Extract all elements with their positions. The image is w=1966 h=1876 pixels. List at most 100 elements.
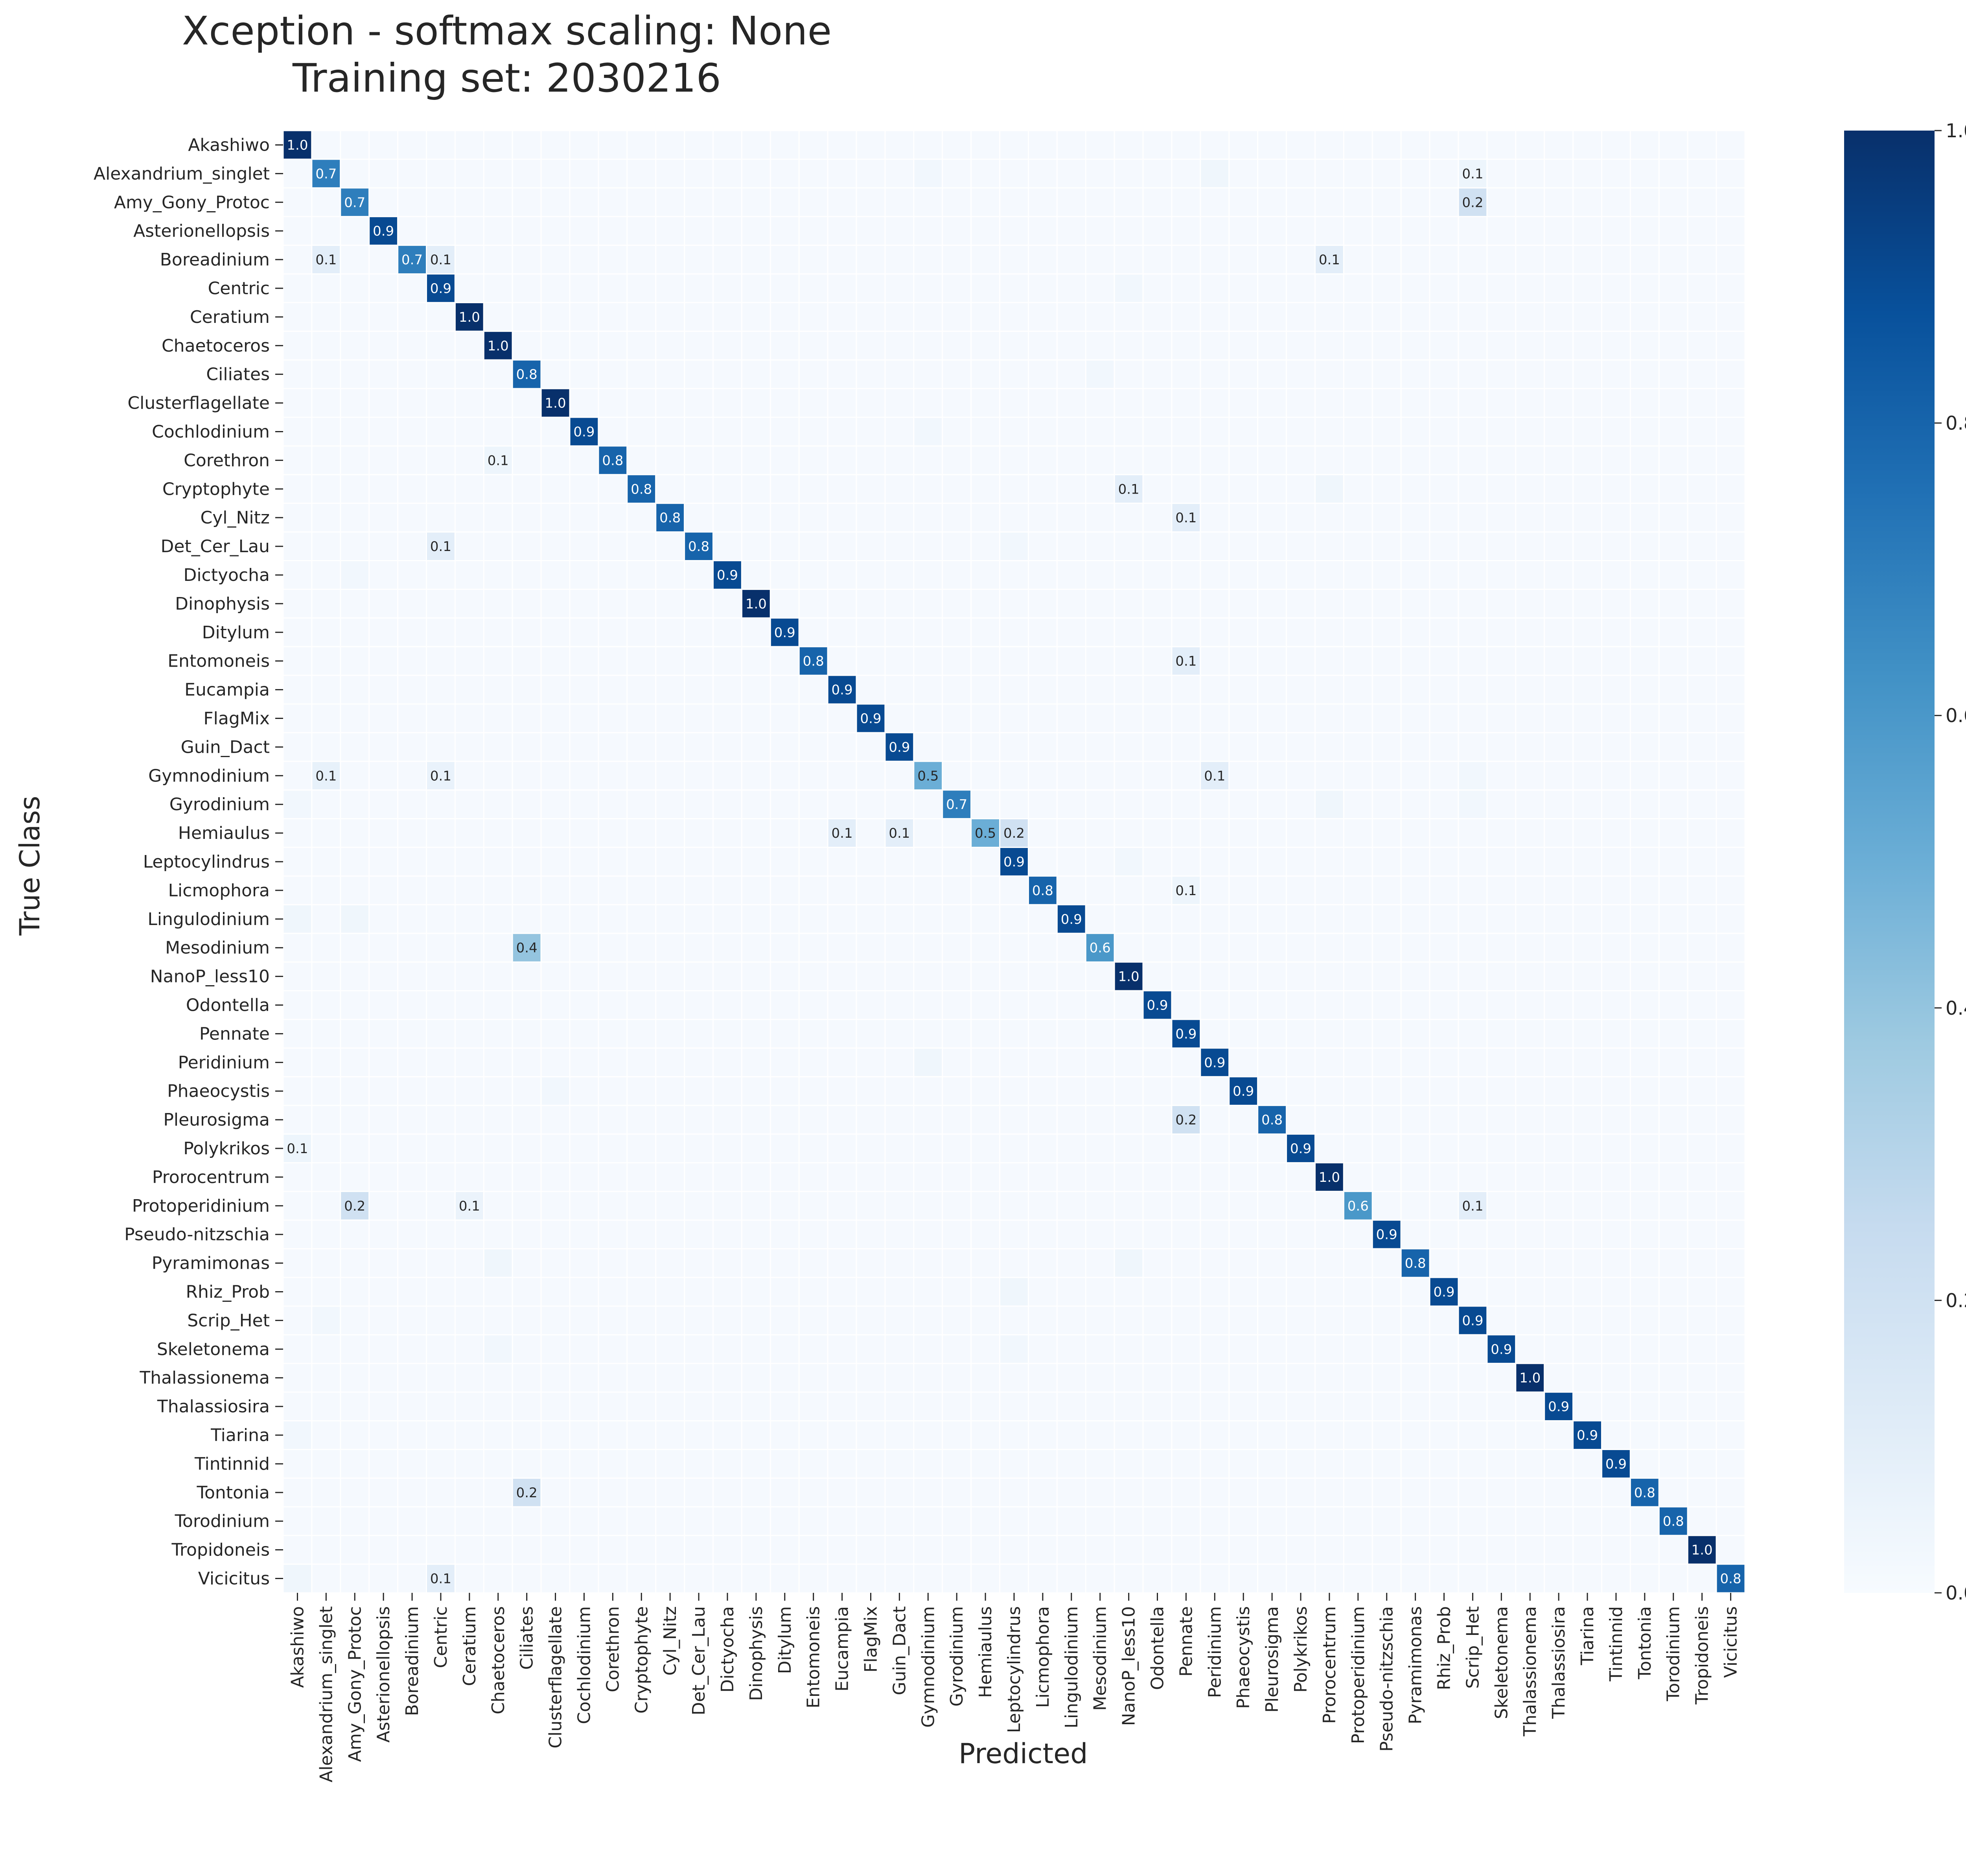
heatmap-cell <box>1458 245 1488 275</box>
heatmap-cell <box>1343 847 1373 877</box>
heatmap-cell <box>454 617 484 647</box>
heatmap-cell <box>368 1105 399 1135</box>
heatmap-cell <box>1572 1506 1602 1536</box>
heatmap-cell <box>1429 588 1459 619</box>
heatmap-cell <box>1228 847 1259 877</box>
y-tick-label: Ceratium <box>190 307 270 327</box>
heatmap-cell <box>1716 1448 1746 1479</box>
heatmap-cell <box>999 359 1029 389</box>
heatmap-cell <box>340 932 370 963</box>
heatmap-cell <box>970 158 1001 189</box>
heatmap-cell <box>1716 789 1746 820</box>
heatmap-cell <box>684 245 714 275</box>
heatmap-cell <box>1658 130 1688 160</box>
heatmap-cell <box>1114 1219 1144 1249</box>
heatmap-cell <box>1286 703 1316 733</box>
heatmap-cell <box>884 588 915 619</box>
heatmap-cell <box>1429 904 1459 934</box>
heatmap-cell <box>1371 1133 1402 1163</box>
heatmap-cell <box>1257 1535 1287 1565</box>
heatmap-cell <box>1572 932 1602 963</box>
heatmap-cell <box>1056 560 1086 590</box>
heatmap-cell <box>483 1334 513 1364</box>
heatmap-cell <box>1027 1019 1058 1049</box>
heatmap-cell <box>1371 932 1402 963</box>
heatmap-cell <box>827 1506 857 1536</box>
heatmap-cell <box>1400 1305 1430 1336</box>
heatmap-cell <box>1257 1506 1287 1536</box>
heatmap-cell <box>454 1363 484 1393</box>
heatmap-cell <box>1629 158 1660 189</box>
heatmap-cell <box>626 302 657 332</box>
heatmap-cell <box>368 302 399 332</box>
heatmap-cell <box>1228 445 1259 475</box>
heatmap-cell <box>741 273 771 303</box>
heatmap-cell <box>1544 961 1574 991</box>
heatmap-cell <box>311 818 341 848</box>
heatmap-cell <box>1056 1248 1086 1278</box>
heatmap-cell <box>970 847 1001 877</box>
heatmap-cell <box>540 674 571 705</box>
heatmap-cell <box>1601 158 1631 189</box>
heatmap-cell <box>1085 674 1115 705</box>
heatmap-cell <box>1114 245 1144 275</box>
heatmap-cell <box>1572 158 1602 189</box>
heatmap-cell <box>684 1563 714 1594</box>
heatmap-cell <box>311 932 341 963</box>
heatmap-cell <box>1085 1248 1115 1278</box>
heatmap-cell <box>884 158 915 189</box>
y-tick-label: Polykrikos <box>183 1139 270 1159</box>
heatmap-cell <box>884 273 915 303</box>
heatmap-cell <box>1400 1047 1430 1078</box>
heatmap-cell <box>1200 1162 1230 1192</box>
heatmap-cell <box>626 445 657 475</box>
heatmap-cell <box>626 245 657 275</box>
cell-value-label: 0.6 <box>1347 1198 1369 1214</box>
heatmap-cell <box>942 1047 972 1078</box>
heatmap-cell <box>1257 1047 1287 1078</box>
heatmap-cell <box>1572 1363 1602 1393</box>
heatmap-cell <box>798 961 828 991</box>
heatmap-cell <box>540 474 571 504</box>
y-tick-label: Lingulodinium <box>147 909 270 929</box>
heatmap-cell <box>397 1334 427 1364</box>
heatmap-cell <box>913 1076 943 1106</box>
heatmap-cell <box>1458 359 1488 389</box>
heatmap-cell <box>1458 1563 1488 1594</box>
heatmap-cell <box>1572 1133 1602 1163</box>
heatmap-cell <box>884 1162 915 1192</box>
heatmap-cell <box>1658 674 1688 705</box>
heatmap-cell <box>1314 904 1344 934</box>
heatmap-cell <box>1658 1047 1688 1078</box>
cell-value-label: 1.0 <box>488 338 509 354</box>
heatmap-cell <box>1400 445 1430 475</box>
heatmap-cell <box>1286 1277 1316 1307</box>
heatmap-cell <box>1114 1506 1144 1536</box>
heatmap-cell <box>1228 818 1259 848</box>
heatmap-cell <box>1314 1076 1344 1106</box>
heatmap-cell <box>655 130 685 160</box>
cell-value-label: 0.9 <box>1147 998 1168 1014</box>
heatmap-cell <box>1658 1162 1688 1192</box>
heatmap-cell <box>1458 990 1488 1020</box>
heatmap-cell <box>1544 875 1574 905</box>
heatmap-cell <box>1629 359 1660 389</box>
heatmap-cell <box>626 588 657 619</box>
heatmap-cell <box>1687 588 1717 619</box>
heatmap-cell <box>368 1506 399 1536</box>
heatmap-cell <box>1371 961 1402 991</box>
heatmap-cell <box>1687 1105 1717 1135</box>
heatmap-cell <box>282 1391 313 1422</box>
heatmap-cell <box>540 560 571 590</box>
heatmap-cell <box>454 330 484 361</box>
heatmap-cell <box>1286 1334 1316 1364</box>
heatmap-cell <box>970 1219 1001 1249</box>
x-tick-label: Tropidoneis <box>1692 1606 1712 1705</box>
heatmap-cell <box>1601 617 1631 647</box>
heatmap-cell <box>769 1219 800 1249</box>
heatmap-cell <box>1400 388 1430 418</box>
heatmap-cell <box>769 1477 800 1507</box>
heatmap-cell <box>512 330 542 361</box>
heatmap-cell <box>1142 560 1173 590</box>
heatmap-cell <box>913 847 943 877</box>
